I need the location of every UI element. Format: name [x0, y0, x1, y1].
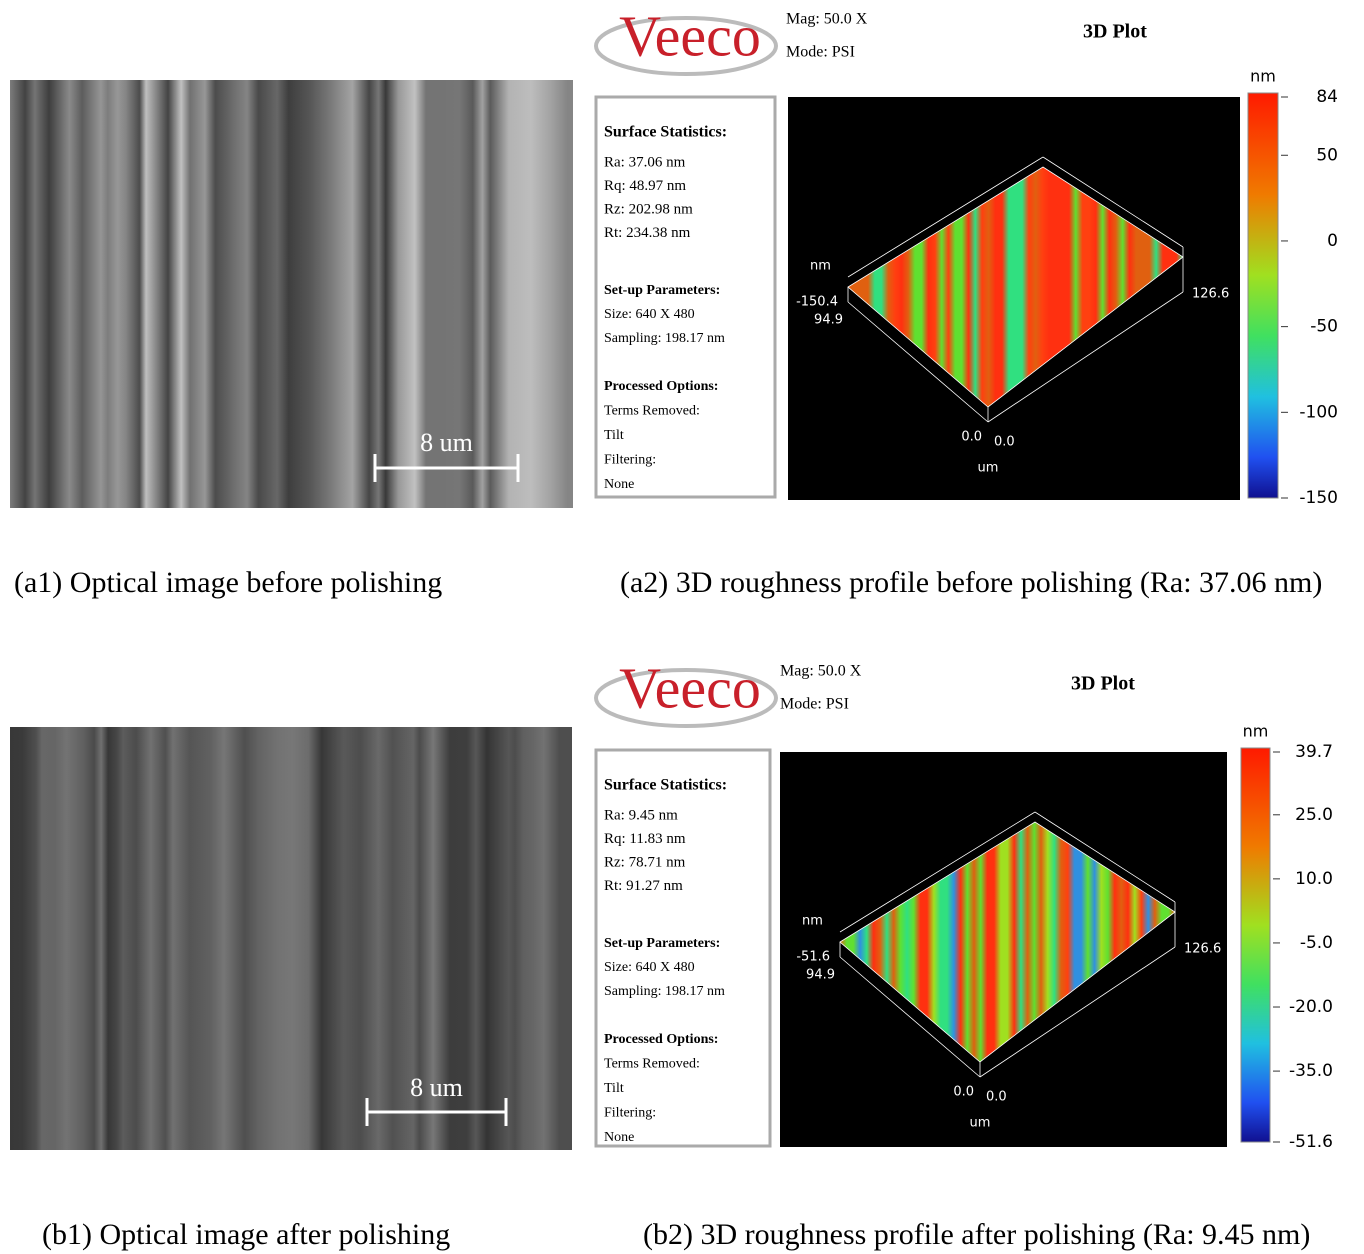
logo-swoosh [594, 16, 778, 76]
plot-title: 3D Plot [1071, 673, 1135, 695]
logo-swoosh [594, 668, 778, 728]
plot-frame [987, 291, 1184, 423]
colorbar-tick-label: -51.6 [1289, 1132, 1333, 1152]
stat-line: Ra: 9.45 nm [604, 807, 678, 823]
stat-line: Filtering: [604, 1106, 656, 1121]
colorbar-tick-label: 25.0 [1295, 805, 1333, 825]
plot-title: 3D Plot [1083, 21, 1147, 43]
colorbar-tick-label: -50 [1310, 317, 1338, 337]
scale-label: 8 um [410, 1073, 463, 1102]
scale-label: 8 um [420, 428, 473, 457]
optical-image [10, 727, 572, 1150]
section-heading: Set-up Parameters: [604, 936, 720, 951]
optical-image [10, 80, 573, 508]
stat-line: Ra: 37.06 nm [604, 154, 686, 170]
colorbar [1247, 92, 1279, 499]
stat-line: Tilt [604, 1081, 624, 1096]
section-heading: Surface Statistics: [604, 777, 727, 794]
stat-line: Rt: 91.27 nm [604, 878, 683, 894]
colorbar-unit: nm [1243, 722, 1269, 741]
colorbar-tick-label: -150 [1299, 488, 1338, 508]
colorbar-tick-label: -35.0 [1289, 1061, 1333, 1081]
stat-line: Terms Removed: [604, 404, 700, 419]
plot-frame [979, 946, 1176, 1078]
stat-line: Sampling: 198.17 nm [604, 331, 725, 346]
stat-line: Rz: 78.71 nm [604, 854, 686, 870]
stat-line: Tilt [604, 428, 624, 443]
stats-box [594, 748, 772, 1148]
axis-label: um [978, 461, 999, 476]
stat-line: Rt: 234.38 nm [604, 225, 691, 241]
axis-label: 126.6 [1184, 942, 1221, 957]
plot-frame [1042, 156, 1184, 248]
colorbar-tick-label: 50 [1316, 145, 1338, 165]
mode: Mode: PSI [780, 696, 849, 713]
colorbar-tick-label: 10.0 [1295, 869, 1333, 889]
axis-label: 0.0 [986, 1090, 1007, 1105]
colorbar-tick-label: -20.0 [1289, 997, 1333, 1017]
caption: (a1) Optical image before polishing [14, 566, 442, 599]
logo: Veeco [619, 655, 761, 720]
section-heading: Set-up Parameters: [604, 283, 720, 298]
stat-line: Size: 640 X 480 [604, 960, 695, 975]
stat-line: None [604, 477, 634, 492]
colorbar-tick-label: 0 [1327, 231, 1338, 251]
caption: (b2) 3D roughness profile after polishin… [643, 1218, 1310, 1251]
stat-line: None [604, 1130, 634, 1145]
section-heading: Processed Options: [604, 1032, 718, 1047]
colorbar-tick-label: 84 [1316, 87, 1338, 107]
colorbar [1240, 747, 1271, 1143]
plot-frame [847, 301, 989, 423]
stat-line: Rq: 48.97 nm [604, 178, 686, 194]
colorbar-tick-label: 39.7 [1295, 742, 1333, 762]
mag: Mag: 50.0 X [786, 11, 868, 28]
stat-line: Sampling: 198.17 nm [604, 984, 725, 999]
axis-label: um [970, 1116, 991, 1131]
mag: Mag: 50.0 X [780, 663, 862, 680]
axis-label: nm [810, 259, 831, 274]
stat-line: Rq: 11.83 nm [604, 831, 686, 847]
plot-frame [1034, 811, 1176, 903]
stat-line: Rz: 202.98 nm [604, 201, 693, 217]
plot-frame [839, 956, 981, 1078]
axis-label: nm [802, 914, 823, 929]
section-heading: Surface Statistics: [604, 124, 727, 141]
axis-label: -150.4 [796, 295, 838, 310]
caption: (b1) Optical image after polishing [42, 1218, 450, 1251]
stats-box [594, 95, 777, 499]
axis-label: -51.6 [796, 950, 830, 965]
axis-label: 94.9 [814, 313, 843, 328]
stat-line: Terms Removed: [604, 1057, 700, 1072]
plot-frame [847, 156, 1044, 278]
caption: (a2) 3D roughness profile before polishi… [620, 566, 1322, 599]
axis-label: 126.6 [1192, 287, 1229, 302]
axis-label: 0.0 [994, 435, 1015, 450]
stat-line: Size: 640 X 480 [604, 307, 695, 322]
colorbar-tick-label: -100 [1299, 402, 1338, 422]
colorbar-tick-label: -5.0 [1300, 933, 1333, 953]
plot-frame [839, 811, 1036, 933]
axis-label: 0.0 [953, 1085, 974, 1100]
logo: Veeco [619, 3, 761, 68]
mode: Mode: PSI [786, 44, 855, 61]
section-heading: Processed Options: [604, 379, 718, 394]
stat-line: Filtering: [604, 453, 656, 468]
axis-label: 94.9 [806, 968, 835, 983]
axis-label: 0.0 [961, 430, 982, 445]
colorbar-unit: nm [1250, 67, 1276, 86]
